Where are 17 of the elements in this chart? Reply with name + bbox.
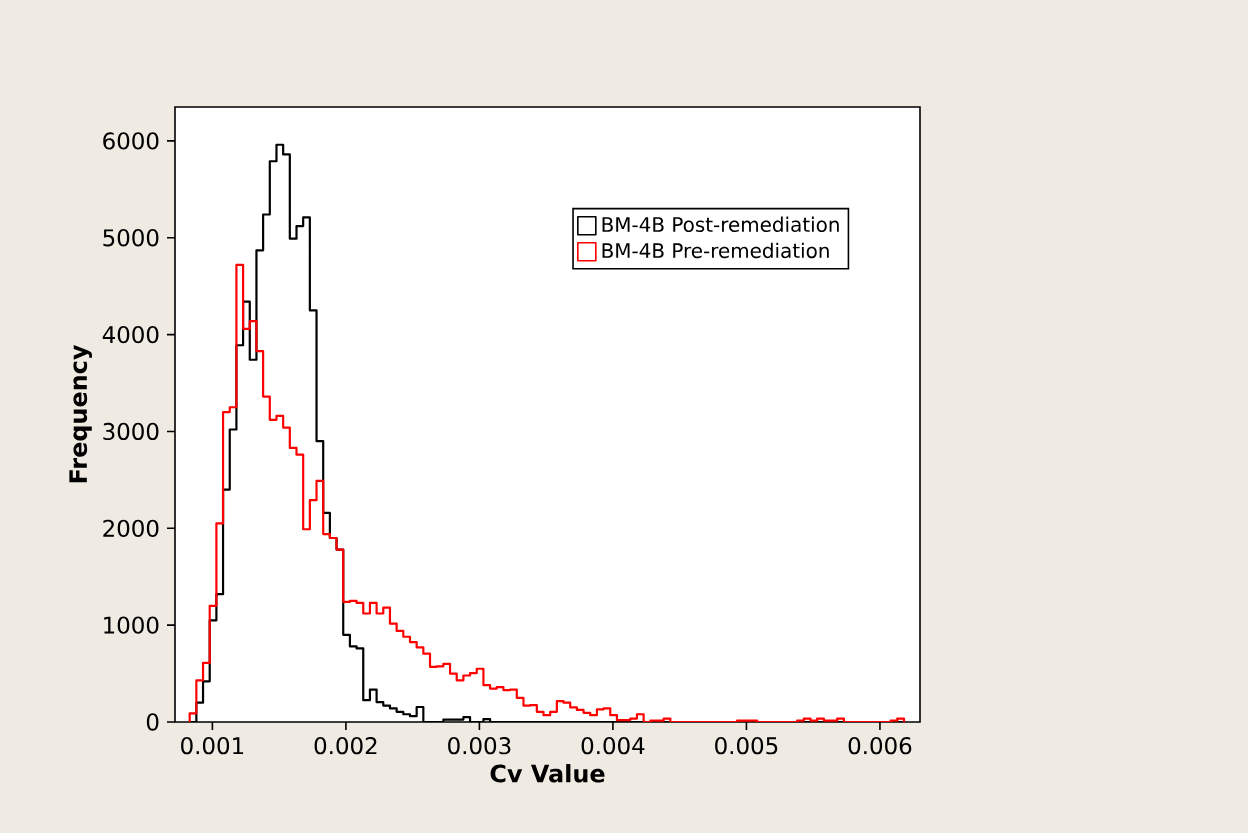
- y-tick-label: 4000: [102, 325, 159, 344]
- x-tick-label: 0.002: [314, 737, 377, 755]
- y-tick-label: 6000: [103, 132, 159, 150]
- x-tick-label: 0.006: [848, 737, 912, 755]
- x-axis-title: Cv Value: [490, 764, 605, 783]
- y-tick-label: 0: [146, 713, 159, 731]
- x-tick-label: 0.005: [715, 737, 778, 755]
- y-tick-label: 1000: [104, 616, 159, 634]
- legend-label: BM-4B Post-remediation: [602, 216, 839, 233]
- y-axis-title: Frequency: [69, 344, 92, 483]
- x-tick-label: 0.003: [448, 737, 511, 755]
- legend-label: BM-4B Pre-remediation: [602, 242, 829, 259]
- y-tick-label: 2000: [103, 519, 159, 537]
- y-tick-label: 5000: [103, 229, 159, 247]
- x-tick-label: 0.004: [581, 737, 645, 755]
- x-tick-label: 0.001: [181, 737, 244, 755]
- y-tick-label: 3000: [103, 422, 159, 441]
